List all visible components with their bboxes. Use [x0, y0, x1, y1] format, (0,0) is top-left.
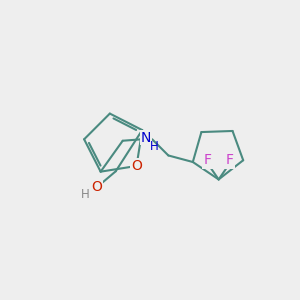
Text: N: N — [141, 131, 152, 145]
Text: F: F — [203, 153, 211, 167]
Text: F: F — [226, 153, 234, 167]
Text: H: H — [150, 140, 159, 153]
Text: O: O — [91, 181, 102, 194]
Text: H: H — [81, 188, 90, 201]
Text: O: O — [131, 159, 142, 173]
